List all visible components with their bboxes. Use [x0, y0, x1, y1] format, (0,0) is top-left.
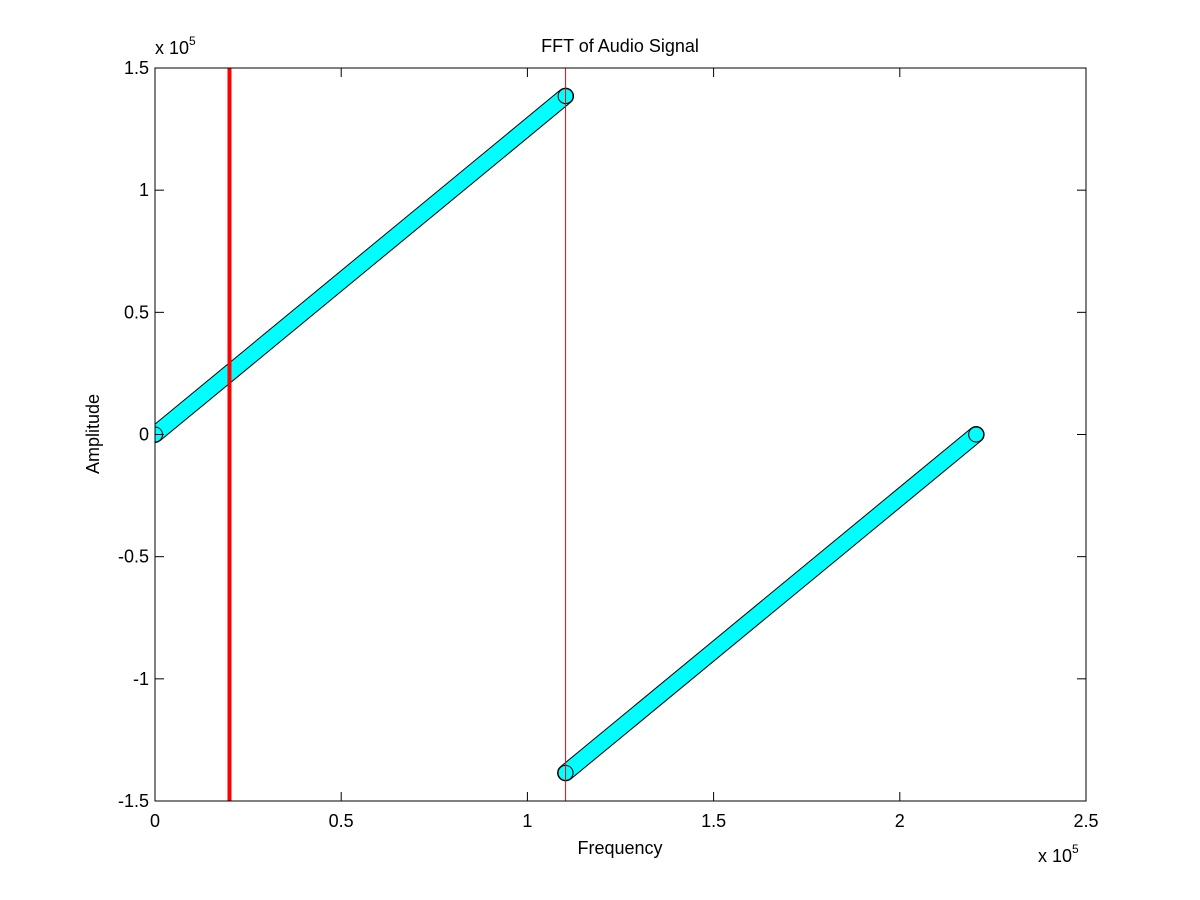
- y-tick-label: 0.5: [124, 302, 149, 322]
- series-layer: [155, 87, 985, 782]
- y-tick-label: 0: [139, 425, 149, 445]
- y-tick-label: -0.5: [118, 547, 149, 567]
- x-tick-label: 0: [150, 811, 160, 831]
- vline-layer: [227, 68, 567, 801]
- y-axis-label: Amplitude: [83, 394, 103, 474]
- x-tick-label: 2: [895, 811, 905, 831]
- x-tick-label: 1.5: [701, 811, 726, 831]
- x-exponent-label: x 105: [1038, 842, 1079, 866]
- data-point-end: [968, 426, 985, 443]
- segment-fill: [155, 88, 574, 442]
- chart-title: FFT of Audio Signal: [541, 36, 699, 56]
- y-tick-label: 1: [139, 180, 149, 200]
- data-segment-2: [557, 426, 985, 782]
- y-exponent-label: x 105: [155, 34, 196, 58]
- y-tick-label: 1.5: [124, 58, 149, 78]
- x-tick-label: 2.5: [1073, 811, 1098, 831]
- y-exponent-power: 5: [189, 34, 196, 48]
- y-tick-label: -1.5: [118, 791, 149, 811]
- y-exponent-base: x 10: [155, 38, 189, 58]
- x-tick-label: 1: [522, 811, 532, 831]
- x-axis-label: Frequency: [577, 838, 662, 858]
- y-tick-label: -1: [133, 669, 149, 689]
- plot-area: [155, 68, 1086, 801]
- x-exponent-base: x 10: [1038, 846, 1072, 866]
- tick-layer: 0 0.5 1 1.5 2 2.5 -1.5 -1 -0.5 0 0.5 1 1.5: [118, 58, 1099, 831]
- x-exponent-power: 5: [1072, 842, 1079, 856]
- segment-fill: [558, 427, 984, 781]
- x-tick-label: 0.5: [329, 811, 354, 831]
